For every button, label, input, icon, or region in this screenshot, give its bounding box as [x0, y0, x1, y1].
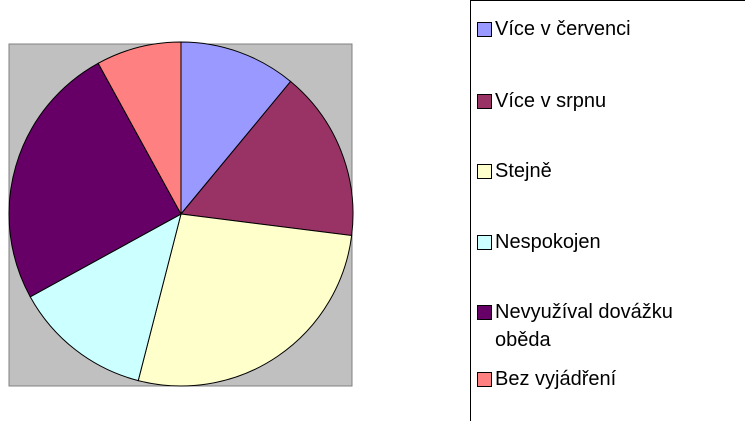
legend-label: Stejně	[495, 160, 552, 182]
legend-swatch	[477, 164, 492, 179]
legend-label: Více v srpnu	[495, 90, 607, 112]
legend-swatch	[477, 372, 492, 387]
legend-item: Více v červenci	[477, 15, 739, 43]
pie-area	[8, 41, 354, 387]
legend-swatch	[477, 305, 492, 320]
legend-label: Bez vyjádření	[495, 368, 617, 390]
legend-swatch	[477, 22, 492, 37]
legend-item: Bez vyjádření	[477, 365, 739, 393]
legend-label: Nespokojen	[495, 231, 601, 253]
legend-item: Nevyužíval dovážku oběda	[477, 298, 739, 354]
pie-slice	[180, 41, 292, 216]
legend: Více v červenci Více v srpnu Stejně Nespoko…	[470, 0, 745, 421]
legend-item: Více v srpnu	[477, 87, 739, 115]
legend-label: Nevyužíval dovážku oběda	[495, 301, 673, 351]
legend-item: Nespokojen	[477, 228, 739, 256]
pie-slice	[180, 80, 354, 237]
pie-slice	[29, 213, 182, 382]
legend-swatch	[477, 235, 492, 250]
legend-swatch	[477, 94, 492, 109]
pie-slice	[8, 62, 182, 298]
legend-label: Více v červenci	[495, 18, 631, 40]
pie-slice	[137, 213, 353, 387]
legend-item: Stejně	[477, 157, 739, 185]
pie-slice	[97, 41, 182, 215]
